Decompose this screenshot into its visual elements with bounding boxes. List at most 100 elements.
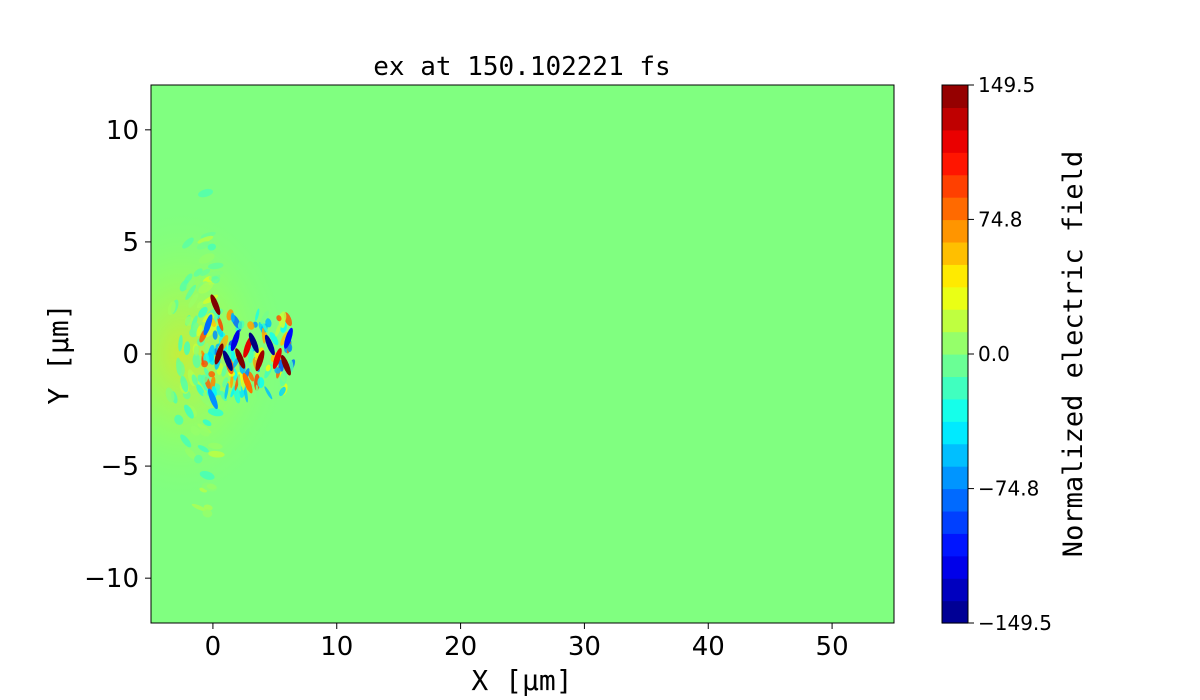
colorbar-level xyxy=(942,443,968,467)
field-lobe xyxy=(242,372,253,394)
colorbar-tick-label: −149.5 xyxy=(978,611,1052,635)
field-ripple xyxy=(191,374,198,386)
field-ripple xyxy=(182,237,194,249)
field-speckle xyxy=(265,318,272,328)
field-ripple xyxy=(202,419,212,427)
field-ripple xyxy=(207,271,224,277)
field-ripple xyxy=(199,395,212,407)
field-lobe xyxy=(203,314,213,336)
field-lobe xyxy=(207,388,218,410)
colorbar-level xyxy=(942,331,968,355)
field-speckle xyxy=(245,357,253,374)
field-lobe xyxy=(214,343,224,365)
colorbar-tick-label: −74.8 xyxy=(978,477,1039,501)
field-ripple xyxy=(167,301,176,316)
field-lobe xyxy=(248,332,259,354)
field-ripple xyxy=(191,503,207,512)
field-speckle xyxy=(274,367,281,374)
field-speckle xyxy=(279,370,287,387)
field-ripple xyxy=(198,188,213,198)
field-ripple xyxy=(193,345,199,356)
field-speckle xyxy=(255,308,260,322)
field-speckle xyxy=(216,325,224,338)
field-ripple xyxy=(208,450,225,458)
colorbar xyxy=(941,84,969,624)
field-speckle xyxy=(221,365,227,377)
field-speckle xyxy=(212,330,218,340)
field-speckle xyxy=(233,386,241,404)
colorbar-label: Normalized electric field xyxy=(1058,151,1089,557)
field-ripple xyxy=(180,434,192,448)
colorbar-level xyxy=(942,421,968,445)
field-speckle xyxy=(222,377,229,388)
field-ripple xyxy=(185,284,197,300)
y-tick-label: 10 xyxy=(106,116,139,146)
field-speckle xyxy=(257,377,265,389)
field-ripple xyxy=(186,278,195,290)
field-ripple xyxy=(183,341,191,356)
colorbar-level xyxy=(942,85,968,109)
field-structure xyxy=(151,188,296,518)
field-lobe xyxy=(272,347,282,369)
field-ripple xyxy=(184,404,194,419)
field-speckle xyxy=(247,321,255,330)
colorbar-level xyxy=(942,309,968,333)
colorbar-level xyxy=(942,533,968,557)
field-ripple xyxy=(203,504,213,511)
field-lobe xyxy=(284,327,293,349)
field-ripple xyxy=(200,268,211,276)
field-ripple xyxy=(178,334,183,352)
y-tick-label: −5 xyxy=(101,452,139,482)
field-ripple xyxy=(188,293,199,308)
field-ripple xyxy=(190,425,201,436)
field-speckle xyxy=(237,320,245,330)
y-axis-label: Y [μm] xyxy=(42,303,75,404)
field-ripple xyxy=(184,316,194,326)
colorbar-level xyxy=(942,578,968,602)
field-ripple xyxy=(176,361,185,377)
field-ripple xyxy=(198,281,214,294)
colorbar-level xyxy=(942,219,968,243)
field-lobe xyxy=(255,350,265,372)
y-tick-label: −10 xyxy=(84,564,139,594)
field-ripple xyxy=(202,509,213,518)
field-ripple xyxy=(207,408,224,417)
field-speckle xyxy=(255,384,260,400)
field-speckle xyxy=(260,310,270,324)
field-speckle xyxy=(217,316,224,332)
field-lobe xyxy=(281,354,291,376)
field-ripple xyxy=(206,483,217,490)
field-speckle xyxy=(278,386,286,397)
colorbar-level xyxy=(942,354,968,378)
field-ripple xyxy=(211,276,220,284)
field-ripple xyxy=(196,325,203,337)
colorbar-level xyxy=(942,488,968,512)
field-lobe xyxy=(264,334,275,356)
colorbar-level xyxy=(942,600,968,624)
field-ripple xyxy=(207,243,217,251)
field-ripple xyxy=(203,367,211,379)
field-ripple xyxy=(199,470,215,480)
field-ripple xyxy=(180,375,189,393)
y-tick-label: 5 xyxy=(122,228,139,258)
field-speckle xyxy=(269,332,279,346)
field-ripple xyxy=(165,387,175,403)
colorbar-level xyxy=(942,174,968,198)
field-ripple xyxy=(207,262,224,270)
colorbar-level xyxy=(942,555,968,579)
field-speckle xyxy=(261,321,268,333)
field-speckle xyxy=(230,312,235,323)
field-ripple xyxy=(200,231,216,239)
field-ripple xyxy=(199,427,210,437)
colorbar-ticks: −149.5 −74.8 0.0 74.8 149.5 xyxy=(968,73,1052,635)
field-ripple xyxy=(184,448,197,460)
field-lobe xyxy=(235,348,246,369)
field-ripple xyxy=(192,322,199,331)
colorbar-level xyxy=(942,107,968,131)
field-speckle xyxy=(275,323,281,337)
colorbar-level xyxy=(942,152,968,176)
field-ripple xyxy=(193,268,203,277)
field-lobe xyxy=(230,330,240,352)
colorbar-level xyxy=(942,129,968,153)
